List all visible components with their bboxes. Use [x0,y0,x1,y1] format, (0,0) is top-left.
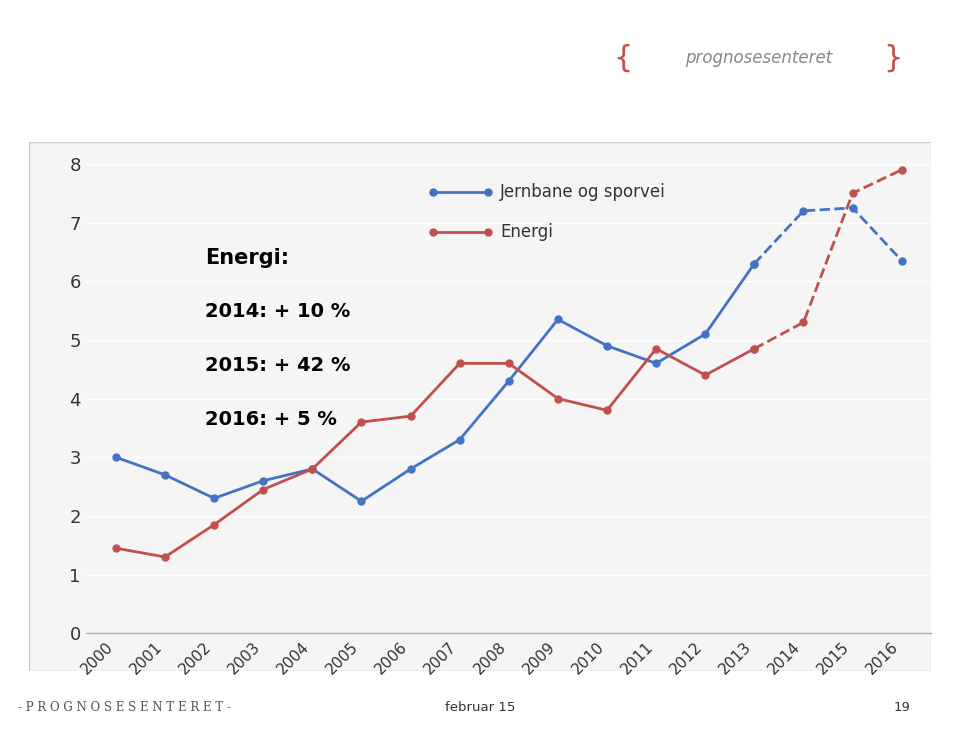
Jernbane og sporvei [601,341,612,350]
Energi [110,544,122,553]
Jernbane og sporvei [454,435,466,444]
Energi [405,412,417,421]
Jernbane og sporvei [257,476,269,485]
Text: {: { [613,43,633,72]
Text: 2014: + 10 %: 2014: + 10 % [204,302,350,321]
Jernbane og sporvei [552,315,564,324]
Jernbane og sporvei [700,329,711,338]
Line: Energi: Energi [112,345,757,560]
Text: Energi: Energi [500,223,553,241]
Text: 2016: + 5 %: 2016: + 5 % [204,410,337,429]
Jernbane og sporvei [110,453,122,462]
Text: Jernbane og sporvei: Jernbane og sporvei [500,183,666,201]
Line: Jernbane og sporvei: Jernbane og sporvei [112,260,757,504]
Jernbane og sporvei [208,494,220,503]
Text: mrd. 2013-kr: mrd. 2013-kr [33,74,227,100]
Energi [601,406,612,415]
Energi [454,359,466,368]
Text: Jernbane/sporvei og energi,: Jernbane/sporvei og energi, [33,28,446,54]
Text: prognosesenteret: prognosesenteret [684,48,832,67]
Jernbane og sporvei [405,465,417,474]
Energi [356,417,368,426]
Text: Energi:: Energi: [204,248,289,268]
Energi [503,359,515,368]
Jernbane og sporvei [159,470,171,479]
Text: 19: 19 [894,702,911,714]
Text: 2015: + 42 %: 2015: + 42 % [204,356,350,375]
Jernbane og sporvei [503,376,515,385]
Jernbane og sporvei [749,259,760,268]
FancyBboxPatch shape [29,142,931,670]
Jernbane og sporvei [650,359,661,368]
Jernbane og sporvei [306,465,318,474]
Energi [306,465,318,474]
Energi [257,485,269,494]
Energi [700,370,711,379]
Energi [159,553,171,562]
Energi [650,344,661,353]
Energi [208,520,220,529]
Energi [749,344,760,353]
Jernbane og sporvei [356,497,368,506]
Text: - P R O G N O S E S E N T E R E T -: - P R O G N O S E S E N T E R E T - [18,702,231,714]
Text: }: } [884,43,903,72]
Text: februar 15: februar 15 [444,702,516,714]
Energi [552,394,564,403]
